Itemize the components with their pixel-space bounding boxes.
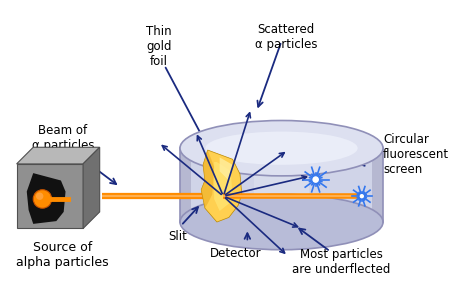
FancyArrowPatch shape (226, 197, 297, 227)
Text: Most particles
are underflected: Most particles are underflected (292, 248, 391, 276)
Polygon shape (184, 168, 380, 170)
Polygon shape (188, 190, 375, 193)
Polygon shape (190, 200, 373, 202)
Polygon shape (193, 219, 370, 222)
FancyArrowPatch shape (226, 153, 284, 194)
Polygon shape (186, 180, 377, 183)
Polygon shape (185, 173, 379, 175)
Polygon shape (182, 158, 381, 160)
Text: Thin
gold
foil: Thin gold foil (146, 25, 172, 68)
FancyArrowPatch shape (226, 176, 306, 196)
Circle shape (359, 194, 365, 199)
Text: Slit: Slit (168, 230, 187, 243)
Polygon shape (201, 150, 242, 222)
Polygon shape (186, 178, 378, 180)
Polygon shape (372, 148, 383, 222)
Polygon shape (181, 153, 382, 156)
Ellipse shape (180, 120, 383, 176)
Polygon shape (180, 148, 383, 151)
Polygon shape (254, 148, 309, 222)
Polygon shape (185, 175, 378, 178)
Polygon shape (190, 202, 373, 205)
Polygon shape (192, 215, 370, 217)
Polygon shape (184, 170, 379, 173)
Polygon shape (183, 160, 381, 163)
Circle shape (36, 193, 44, 200)
Polygon shape (187, 183, 376, 185)
Polygon shape (27, 173, 65, 224)
Polygon shape (83, 147, 100, 228)
Polygon shape (183, 163, 380, 166)
Polygon shape (191, 207, 372, 210)
Text: Detector: Detector (210, 247, 261, 260)
Polygon shape (192, 212, 371, 215)
Polygon shape (188, 193, 375, 195)
FancyArrowPatch shape (225, 198, 285, 253)
Polygon shape (17, 147, 100, 164)
Polygon shape (191, 205, 372, 207)
Polygon shape (192, 210, 371, 212)
Polygon shape (180, 148, 191, 222)
Polygon shape (17, 164, 83, 228)
FancyArrowPatch shape (197, 136, 222, 194)
Polygon shape (189, 195, 374, 197)
Polygon shape (183, 166, 380, 168)
Ellipse shape (180, 194, 383, 250)
Polygon shape (220, 157, 232, 181)
Polygon shape (193, 217, 370, 219)
Polygon shape (214, 162, 232, 211)
Text: Source of
alpha particles: Source of alpha particles (16, 241, 109, 269)
Polygon shape (181, 156, 382, 158)
Text: Beam of
α particles: Beam of α particles (31, 124, 94, 152)
Polygon shape (180, 151, 383, 153)
Circle shape (33, 190, 52, 208)
Polygon shape (189, 197, 374, 200)
FancyArrowPatch shape (224, 113, 251, 194)
Circle shape (312, 176, 320, 183)
Text: Scattered
α particles: Scattered α particles (255, 23, 317, 51)
Polygon shape (180, 148, 383, 222)
FancyArrowPatch shape (163, 146, 221, 194)
Polygon shape (187, 185, 376, 188)
Polygon shape (188, 188, 375, 190)
Ellipse shape (205, 132, 358, 165)
Text: Circular
fluorescent
screen: Circular fluorescent screen (383, 133, 449, 176)
Polygon shape (201, 150, 214, 208)
